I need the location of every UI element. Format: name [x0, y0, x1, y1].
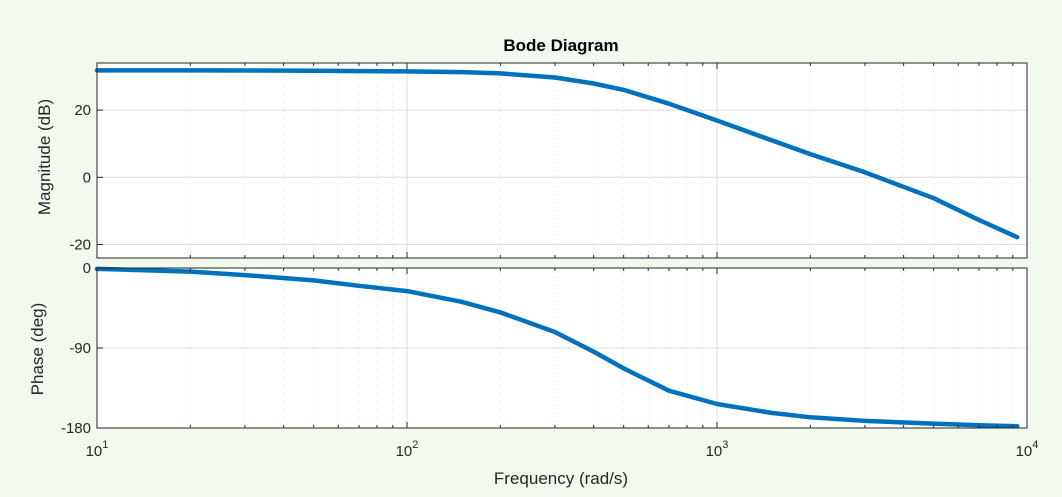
chart-title: Bode Diagram [503, 36, 618, 55]
phase-axes-box [96, 267, 1028, 429]
phase-y-axis-label: Phase (deg) [28, 303, 47, 396]
magnitude-plot-area [97, 63, 1027, 258]
x-axis-label: Frequency (rad/s) [494, 469, 628, 488]
phase-series-line [94, 266, 1020, 429]
phase-y-tick-label: -90 [69, 340, 91, 357]
magnitude-series-line [94, 68, 1020, 240]
phase-y-tick-label: -180 [61, 420, 91, 437]
magnitude-axes-box [96, 62, 1028, 259]
magnitude-y-tick-label: 20 [74, 102, 91, 119]
x-tick-label: 103 [706, 439, 729, 460]
x-tick-label: 102 [396, 439, 419, 460]
x-tick-label: 104 [1016, 439, 1039, 460]
magnitude-y-axis-label: Magnitude (dB) [35, 99, 54, 215]
magnitude-y-tick-label: 0 [83, 169, 91, 186]
x-tick-label: 101 [86, 439, 109, 460]
phase-y-tick-label: 0 [83, 260, 91, 277]
magnitude-y-tick-label: -20 [69, 237, 91, 254]
